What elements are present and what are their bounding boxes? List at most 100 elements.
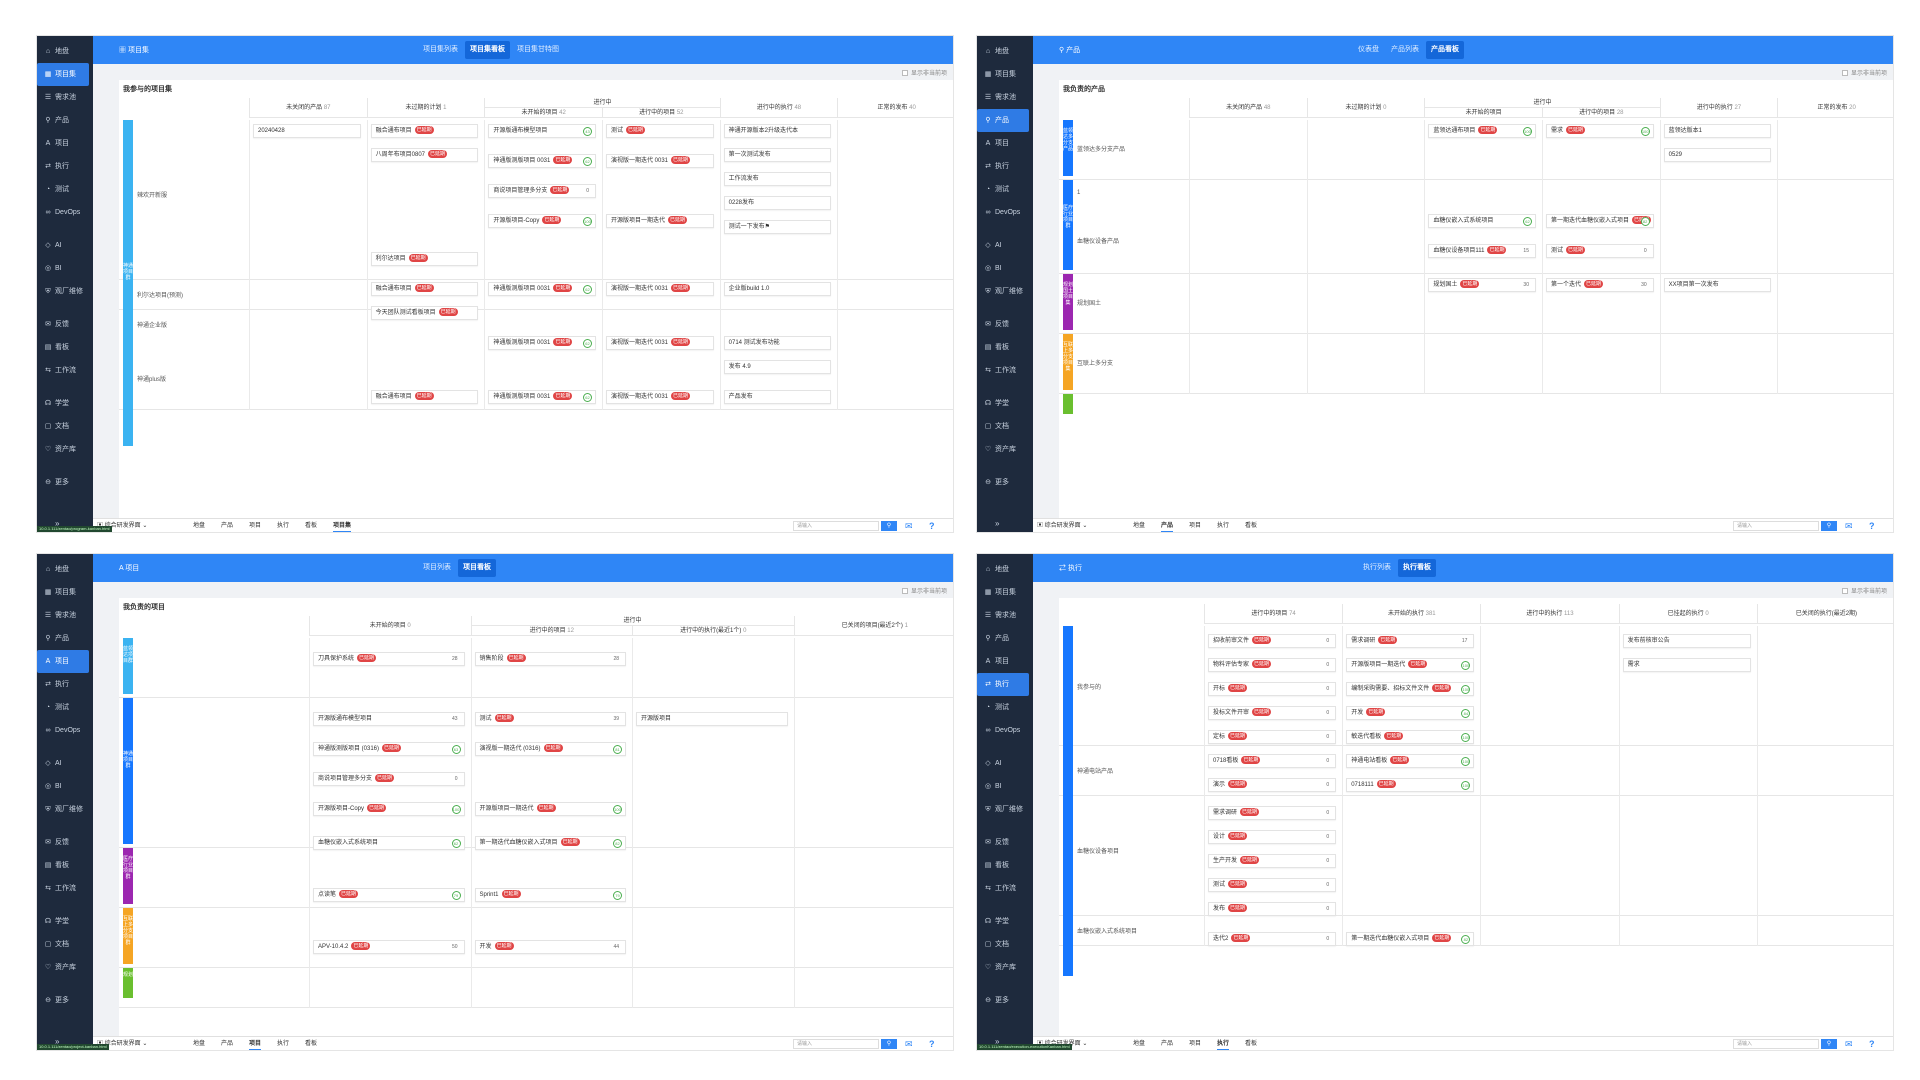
tab-1[interactable]: 执行看板 [1398,559,1436,577]
bottom-link-1[interactable]: 产品 [1161,519,1174,532]
kanban-card[interactable]: 需求 [1622,658,1751,672]
bottom-link-0[interactable]: 地盘 [1133,1041,1146,1047]
kanban-card[interactable]: 演示 已延期 0 [1208,778,1337,792]
kanban-card[interactable]: 0718111 已延期 100 [1346,778,1475,792]
sidebar-item-11[interactable]: ⛨ 观厂维修 [977,798,1029,821]
kanban-card[interactable]: 演视版一期迭代 0031 已延期 [606,390,714,404]
help-icon[interactable]: ? [929,521,935,531]
kanban-card[interactable]: 第一次测试发布 [723,148,832,162]
kanban-card[interactable]: XX项目第一次发布 [1663,278,1772,292]
kanban-card[interactable]: 融合通布项目 已延期 [370,390,479,404]
sidebar-item-15[interactable]: ⇆ 工作流 [37,877,89,900]
sidebar-item-17[interactable]: ☊ 学堂 [37,392,89,415]
bottom-link-3[interactable]: 执行 [277,1041,290,1047]
sidebar-item-0[interactable]: ⌂ 地盘 [977,558,1029,581]
chat-icon[interactable]: ✉ [1845,1039,1853,1049]
sidebar-item-5[interactable]: ⇄ 执行 [37,155,89,178]
collapse-sidebar-icon[interactable]: » [995,519,1000,528]
kanban-card[interactable]: 神通版测版项目 0031 已延期 62 [488,336,596,350]
sidebar-item-10[interactable]: ◎ BI [977,257,1029,280]
kanban-card[interactable]: 规划国土 已延期 30 [1428,278,1536,292]
kanban-card[interactable]: 刀具保护系统 已延期 28 [313,652,465,666]
sidebar-item-7[interactable]: ∞ DevOps [37,719,89,742]
sidebar-item-13[interactable]: ✉ 反馈 [977,313,1029,336]
kanban-card[interactable]: 生产开发 已延期 0 [1208,854,1337,868]
kanban-card[interactable]: 血糖仪嵌入式系统项目 62 [1428,214,1536,228]
kanban-card[interactable]: 血糖仪设备项目111 已延期 15 [1428,244,1536,258]
search-button[interactable]: ⚲ [881,1039,897,1049]
kanban-card[interactable]: 商说项目管理多分支 已延期 0 [313,772,465,786]
bottom-link-4[interactable]: 看板 [1245,523,1258,529]
tab-2[interactable]: 项目集甘特图 [517,46,559,53]
sidebar-item-21[interactable]: ⊖ 更多 [37,989,89,1012]
sidebar-item-10[interactable]: ◎ BI [37,775,89,798]
sidebar-item-5[interactable]: ⇄ 执行 [37,673,89,696]
bottom-link-4[interactable]: 看板 [305,1041,318,1047]
sidebar-item-15[interactable]: ⇆ 工作流 [977,359,1029,382]
bottom-link-5[interactable]: 项目集 [333,519,352,532]
help-icon[interactable]: ? [1869,1039,1875,1049]
sidebar-item-3[interactable]: ⚲ 产品 [37,627,89,650]
kanban-card[interactable]: 神通版测版项目 0031 已延期 62 [488,282,596,296]
sidebar-item-14[interactable]: ▤ 看板 [37,336,89,359]
search-button[interactable]: ⚲ [1821,1039,1837,1049]
kanban-card[interactable]: 演视版一期迭代 0031 已延期 [606,282,714,296]
sidebar-item-14[interactable]: ▤ 看板 [977,854,1029,877]
kanban-card[interactable]: 定标 已延期 0 [1208,730,1337,744]
kanban-card[interactable]: 设计 已延期 0 [1208,830,1337,844]
show-closed-toggle[interactable]: 显示非当前项 [1841,586,1887,595]
kanban-card[interactable]: 测试一下发布⚑ [723,220,832,234]
kanban-card[interactable]: 开源版项目-Copy 已延期 100 [488,214,596,228]
bottom-link-1[interactable]: 产品 [221,523,234,529]
sidebar-item-5[interactable]: ⇄ 执行 [977,673,1029,696]
chat-icon[interactable]: ✉ [905,1039,913,1049]
kanban-card[interactable]: 测试 已延期 39 [474,712,626,726]
tab-0[interactable]: 项目集列表 [423,46,458,53]
bottom-link-2[interactable]: 项目 [249,523,262,529]
search-input[interactable]: 请输入 [793,1039,879,1049]
kanban-card[interactable]: 开源版通布模型项目 43 [313,712,465,726]
help-icon[interactable]: ? [1869,521,1875,531]
sidebar-item-13[interactable]: ✉ 反馈 [37,831,89,854]
sidebar-item-10[interactable]: ◎ BI [977,775,1029,798]
kanban-card[interactable]: 融合通布项目 已延期 [370,282,479,296]
kanban-card[interactable]: 编制采购需要、招标文件文件 已延期 100 [1346,682,1475,696]
kanban-card[interactable]: 演视版一期迭代 0031 已延期 [606,154,714,168]
kanban-card[interactable]: 物料评估专家 已延期 0 [1208,658,1337,672]
kanban-card[interactable]: 迭代2 已延期 0 [1208,932,1337,946]
sidebar-item-11[interactable]: ⛨ 观厂维修 [977,280,1029,303]
kanban-card[interactable]: 企业版build 1.0 [723,282,832,296]
bottom-link-4[interactable]: 看板 [1245,1041,1258,1047]
sidebar-item-6[interactable]: ◔ 测试 [977,696,1029,719]
sidebar-item-19[interactable]: ♡ 资产库 [977,956,1029,979]
sidebar-item-2[interactable]: ☰ 需求池 [37,604,89,627]
sidebar-item-4[interactable]: A 项目 [37,132,89,155]
sidebar-item-1[interactable]: ▦ 项目集 [977,63,1029,86]
kanban-card[interactable]: 蓝领达通布项目 已延期 100 [1428,124,1536,138]
sidebar-item-14[interactable]: ▤ 看板 [37,854,89,877]
sidebar-item-6[interactable]: ◔ 测试 [37,696,89,719]
kanban-card[interactable]: 神通版测版项目 0031 已延期 62 [488,154,596,168]
sidebar-item-4[interactable]: A 项目 [37,650,89,673]
sidebar-item-21[interactable]: ⊖ 更多 [977,471,1029,494]
kanban-card[interactable]: 需求调研 已延期 0 [1208,806,1337,820]
checkbox[interactable] [901,588,908,595]
kanban-card[interactable]: 产品发布 [723,390,832,404]
sidebar-item-14[interactable]: ▤ 看板 [977,336,1029,359]
kanban-card[interactable]: 敏迭代看板 已延期 100 [1346,730,1475,744]
kanban-card[interactable]: 今天团队测试看板项目 已延期 [370,306,479,320]
kanban-card[interactable]: 神通版测版项目 (0316) 已延期 63 [313,742,465,756]
kanban-card[interactable]: 神通开源版本2升级迭代本 [723,124,832,138]
sidebar-item-5[interactable]: ⇄ 执行 [977,155,1029,178]
sidebar-item-18[interactable]: ▢ 文档 [977,933,1029,956]
sidebar-item-11[interactable]: ⛨ 观厂维修 [37,798,89,821]
kanban-card[interactable]: 开源版项目一期迭代 已延期 100 [474,802,626,816]
search-button[interactable]: ⚲ [881,521,897,531]
sidebar-item-2[interactable]: ☰ 需求池 [977,86,1029,109]
sidebar-item-3[interactable]: ⚲ 产品 [977,109,1029,132]
kanban-card[interactable]: 神通版测版项目 0031 已延期 62 [488,390,596,404]
kanban-card[interactable]: 利尔达项目 已延期 [370,252,479,266]
sidebar-item-2[interactable]: ☰ 需求池 [977,604,1029,627]
